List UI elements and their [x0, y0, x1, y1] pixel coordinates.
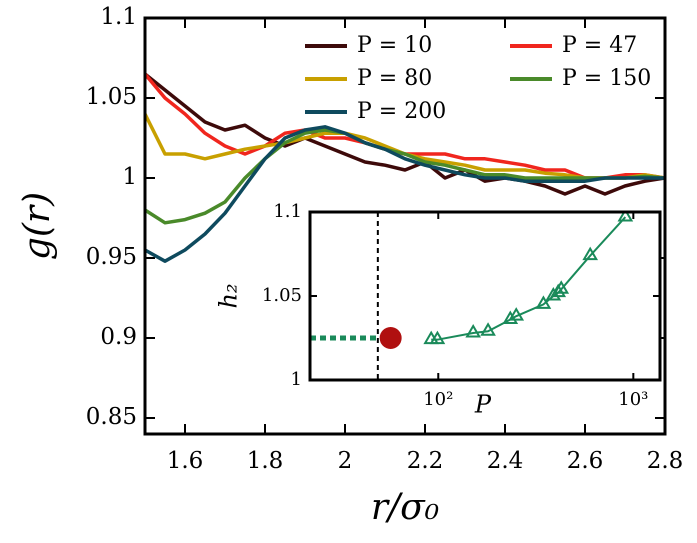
marker [553, 280, 570, 294]
legend-label: P = 200 [357, 99, 446, 124]
y-tick-label: 0.85 [86, 404, 137, 430]
y-tick-label: 1 [291, 369, 302, 390]
y-tick-label: 1.1 [273, 201, 302, 222]
x-tick-label: 10³ [618, 389, 648, 410]
legend-label: P = 10 [357, 33, 432, 58]
plot-content [310, 212, 634, 380]
marker [582, 246, 599, 261]
x-tick-label: 2.8 [647, 448, 684, 474]
y-tick-label: 0.95 [86, 244, 137, 270]
x-tick-label: 2 [338, 448, 353, 474]
marker [429, 330, 446, 345]
y-tick-label: 0.9 [100, 324, 137, 350]
marker [545, 287, 562, 301]
plot-area [310, 212, 660, 380]
point [379, 327, 402, 349]
legend-label: P = 47 [562, 33, 637, 58]
x-tick-label: 2.6 [567, 448, 604, 474]
x-axis-label: P [474, 391, 492, 419]
y-tick-label: 1.05 [86, 84, 137, 110]
x-tick-label: 2.4 [487, 448, 524, 474]
x-tick-label: 1.6 [167, 448, 204, 474]
marker [617, 212, 634, 222]
legend-label: P = 150 [562, 66, 651, 91]
line [431, 216, 627, 341]
line [145, 125, 665, 263]
axes-frame [308, 210, 662, 382]
y-tick-label: 1.1 [100, 4, 137, 30]
marker [508, 307, 525, 321]
marker [465, 323, 482, 338]
line [145, 72, 665, 196]
legend-label: P = 80 [357, 66, 432, 91]
axes-frame [143, 16, 667, 436]
x-tick-label: 1.8 [247, 448, 284, 474]
marker [535, 295, 552, 309]
marker [480, 322, 496, 336]
y-tick-label: 1.05 [262, 285, 302, 306]
line [145, 128, 665, 225]
y-axis-label: h₂ [215, 283, 243, 308]
y-axis-label: g(r) [17, 192, 58, 260]
x-tick-label: 2.2 [407, 448, 444, 474]
x-tick-label: 10² [423, 389, 453, 410]
marker [502, 310, 519, 325]
y-tick-label: 1 [122, 164, 137, 190]
plot-content [145, 72, 665, 263]
x-axis-label: r/σ₀ [371, 487, 439, 528]
